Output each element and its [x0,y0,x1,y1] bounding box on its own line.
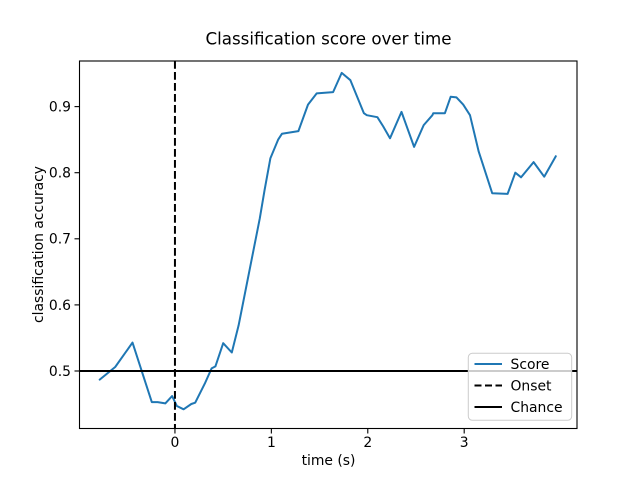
chart-title: Classification score over time [205,29,451,49]
x-tick-label: 1 [267,435,276,451]
x-tick-label: 2 [363,435,372,451]
legend-box [467,352,573,421]
plot-border [78,60,578,430]
y-axis-ticks: 0.5 0.6 0.7 0.8 0.9 [49,100,80,380]
legend-entries: Score Onset Chance [474,357,563,416]
x-axis-ticks: 0 1 2 3 [171,428,469,451]
legend-entry-label: Score [511,357,550,373]
y-tick-label: 0.5 [49,364,71,380]
y-tick-label: 0.9 [49,100,71,116]
score-line [98,71,557,411]
y-tick-label: 0.6 [49,298,71,314]
legend: Score Onset Chance [467,352,573,421]
legend-entry-label: Onset [511,378,553,394]
x-tick-label: 0 [171,435,180,451]
y-tick-label: 0.8 [49,166,71,182]
legend-entry-label: Chance [511,400,563,416]
y-axis-label: classification accuracy [31,166,47,323]
x-axis-label: time (s) [302,453,356,469]
x-tick-label: 3 [460,435,469,451]
y-tick-label: 0.7 [49,232,71,248]
